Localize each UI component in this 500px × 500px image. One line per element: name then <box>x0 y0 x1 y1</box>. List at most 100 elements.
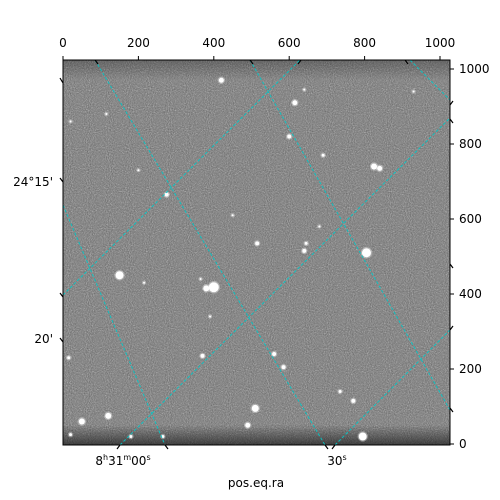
star <box>272 352 277 356</box>
world-tick-mark <box>59 77 64 84</box>
star <box>231 214 234 217</box>
ra-grid-line <box>334 329 450 445</box>
right-tick: 800 <box>450 137 482 151</box>
ra-tick-labels: 8h31m00s 30s <box>95 453 346 468</box>
right-tick-label: 400 <box>459 287 482 301</box>
right-tick-label: 0 <box>459 437 467 451</box>
image-bottom-vignette <box>63 425 450 445</box>
star <box>377 165 383 171</box>
image-frame <box>62 59 451 446</box>
star <box>321 153 325 157</box>
dec-grid-line <box>249 60 450 411</box>
top-tick-label: 0 <box>59 36 67 50</box>
top-tick: 1000 <box>425 36 456 60</box>
star <box>164 192 169 197</box>
top-tick-label: 800 <box>353 36 376 50</box>
top-tick: 200 <box>127 36 150 60</box>
right-tick: 600 <box>450 212 482 226</box>
star <box>302 248 307 253</box>
star <box>129 435 133 438</box>
world-tick-mark <box>59 337 64 343</box>
right-pixel-axis: 0 200 400 600 800 1000 <box>450 62 490 451</box>
top-pixel-axis: 0 200 400 600 800 1000 <box>59 36 455 60</box>
star <box>105 113 108 115</box>
ra-grid-line <box>119 117 450 445</box>
world-axis-ticks <box>59 59 454 450</box>
star <box>69 120 72 123</box>
ra-seconds: 30 <box>327 454 342 468</box>
star <box>245 422 251 428</box>
world-tick-mark <box>297 59 302 65</box>
star <box>318 225 321 228</box>
ra-minutes: 31 <box>108 454 123 468</box>
right-tick-label: 1000 <box>459 62 490 76</box>
star <box>251 404 259 412</box>
world-tick-mark <box>404 59 409 65</box>
world-tick-mark <box>331 444 336 450</box>
world-tick-mark <box>449 118 454 124</box>
world-tick-mark <box>449 100 454 106</box>
star-layer <box>65 76 416 442</box>
world-tick-mark <box>59 292 64 298</box>
star <box>218 77 224 83</box>
dec-tick-label: 24°15' <box>13 175 53 189</box>
right-tick-label: 600 <box>459 212 482 226</box>
image-panel <box>62 59 451 446</box>
ra-tick-label-1: 30s <box>327 453 346 468</box>
ra-minutes-unit: m <box>123 453 131 462</box>
world-tick-mark <box>449 407 454 413</box>
star <box>67 356 71 360</box>
top-tick: 0 <box>59 36 67 60</box>
world-tick-mark <box>164 444 169 450</box>
world-tick-mark <box>59 177 64 183</box>
world-tick-mark <box>249 59 254 65</box>
star <box>78 418 85 425</box>
image-top-vignette <box>63 60 450 80</box>
dec-grid-line <box>63 204 166 445</box>
star <box>105 412 112 419</box>
top-tick-label: 200 <box>127 36 150 50</box>
star <box>69 433 73 437</box>
top-tick: 400 <box>202 36 225 60</box>
star <box>137 169 140 172</box>
world-tick-mark <box>324 444 329 450</box>
dec-tick-label: 20' <box>34 332 53 346</box>
star <box>303 88 306 91</box>
star <box>281 365 286 370</box>
world-tick-mark <box>116 444 121 450</box>
x-axis-label: pos.eq.ra <box>228 476 284 490</box>
ra-hours-unit: h <box>103 453 108 462</box>
star <box>143 281 146 284</box>
right-tick: 0 <box>450 437 467 451</box>
dec-grid-line <box>409 60 450 101</box>
star <box>304 241 308 245</box>
right-tick-label: 800 <box>459 137 482 151</box>
star <box>338 390 342 393</box>
top-tick-label: 400 <box>202 36 225 50</box>
world-tick-mark <box>449 325 454 331</box>
ra-seconds-unit: s <box>343 453 347 462</box>
ra-hours: 8 <box>95 454 103 468</box>
image-noise <box>63 60 450 445</box>
star <box>255 241 260 246</box>
right-tick: 200 <box>450 362 482 376</box>
star <box>209 315 212 318</box>
top-tick: 600 <box>278 36 301 60</box>
star <box>292 100 298 106</box>
ra-seconds-unit: s <box>146 453 150 462</box>
right-tick: 1000 <box>450 62 490 76</box>
world-tick-mark <box>94 59 99 65</box>
right-tick: 400 <box>450 287 482 301</box>
ra-grid-line <box>63 60 301 296</box>
top-tick-label: 1000 <box>425 36 456 50</box>
ra-seconds: 00 <box>131 454 146 468</box>
star <box>358 432 367 441</box>
right-tick-label: 200 <box>459 362 482 376</box>
star <box>115 271 124 280</box>
star <box>361 248 371 258</box>
ra-tick-label-0: 8h31m00s <box>95 453 150 468</box>
star <box>287 134 292 139</box>
star <box>199 278 202 280</box>
world-tick-mark <box>449 263 454 269</box>
star <box>200 353 205 358</box>
